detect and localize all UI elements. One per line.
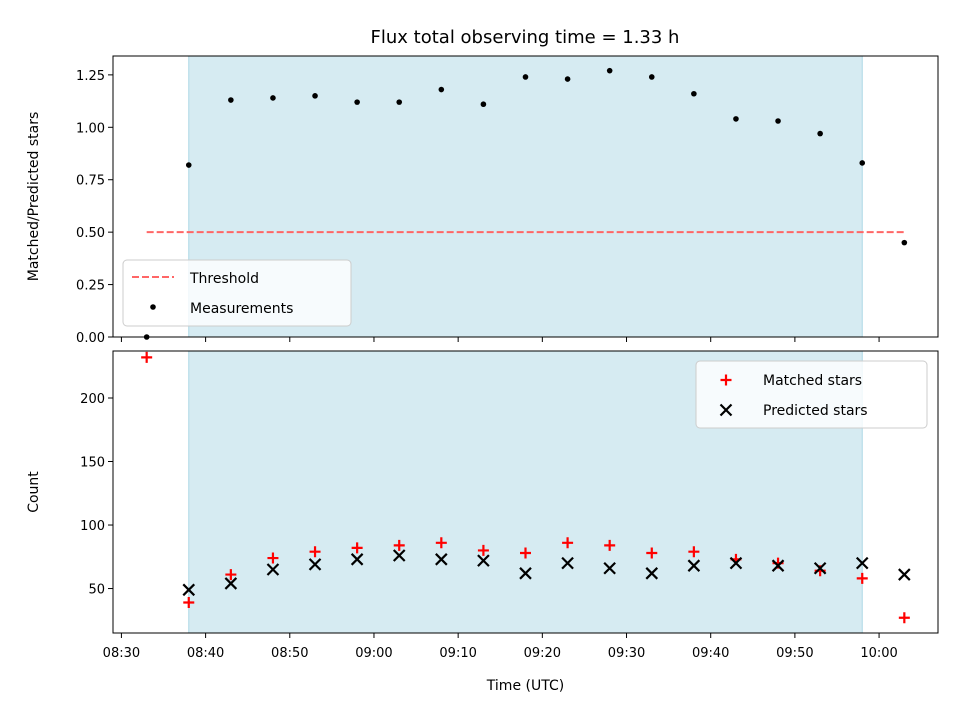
- data-point: [438, 86, 445, 93]
- y-tick-label: 0.25: [76, 279, 105, 294]
- x-marker: [645, 567, 659, 580]
- plus-marker: [856, 572, 868, 584]
- x-marker: [603, 561, 616, 575]
- x-tick-label: 08:40: [187, 646, 224, 661]
- x-marker: [898, 568, 911, 581]
- data-point: [522, 74, 529, 80]
- data-point: [733, 116, 739, 122]
- data-point: [775, 118, 781, 124]
- plus-marker: [477, 544, 489, 556]
- chart-title: Flux total observing time = 1.33 h: [371, 27, 680, 48]
- y-tick-label: 200: [80, 392, 105, 407]
- x-tick-label: 09:00: [355, 646, 392, 661]
- y-tick-label: 1.00: [76, 121, 105, 136]
- y-axis-label: Count: [26, 471, 42, 513]
- plus-marker: [183, 597, 195, 609]
- legend-measurements-swatch: [150, 304, 156, 310]
- legend-predicted-swatch: [719, 403, 733, 417]
- y-tick-label: 0.00: [76, 331, 105, 346]
- plus-marker: [688, 546, 700, 558]
- x-marker: [561, 556, 574, 570]
- x-axis-label: Time (UTC): [486, 678, 564, 694]
- data-point: [312, 93, 318, 99]
- plus-marker: [562, 537, 574, 549]
- legend-top: Threshold Measurements: [122, 259, 352, 327]
- data-point: [185, 162, 192, 168]
- data-point: [648, 74, 655, 80]
- series-matched-stars: [141, 351, 910, 624]
- x-marker: [182, 583, 196, 597]
- plus-marker: [351, 542, 363, 554]
- plus-marker: [267, 552, 279, 564]
- data-point: [564, 76, 571, 82]
- plus-marker: [898, 612, 910, 624]
- x-marker: [813, 561, 827, 575]
- y-tick-label: 0.75: [76, 174, 105, 189]
- data-point: [817, 130, 823, 137]
- x-tick-label: 09:40: [692, 646, 729, 661]
- plus-marker: [393, 539, 405, 551]
- plus-marker: [646, 547, 658, 559]
- plus-marker: [225, 569, 237, 581]
- x-tick-label: 09:10: [439, 646, 476, 661]
- x-marker: [435, 553, 448, 566]
- plot-frame: [112, 55, 939, 338]
- x-tick-label: 09:30: [608, 646, 645, 661]
- y-tick-label: 0.50: [76, 226, 105, 241]
- series-predicted-stars: [182, 549, 911, 597]
- x-marker: [855, 556, 869, 570]
- x-tick-label: 08:50: [271, 646, 308, 661]
- y-axis-label: Matched/Predicted stars: [26, 112, 42, 282]
- data-point: [228, 97, 234, 103]
- data-point: [901, 239, 908, 246]
- data-point: [859, 160, 866, 166]
- x-tick-label: 09:50: [776, 646, 813, 661]
- data-point: [354, 99, 360, 105]
- x-marker: [224, 577, 238, 590]
- legend-matched-label: Matched stars: [763, 373, 862, 389]
- legend-threshold-label: Threshold: [189, 271, 259, 287]
- x-marker: [266, 563, 280, 576]
- plot-frame: [112, 350, 939, 634]
- data-point: [480, 101, 487, 108]
- plus-marker: [520, 547, 531, 559]
- legend-predicted-label: Predicted stars: [763, 403, 868, 419]
- x-marker: [477, 554, 490, 567]
- plus-marker: [604, 539, 616, 551]
- legend-measurements-label: Measurements: [190, 301, 293, 317]
- x-tick-label: 09:20: [524, 646, 561, 661]
- y-tick-label: 50: [88, 583, 105, 598]
- data-point: [691, 90, 697, 97]
- plus-marker: [141, 351, 153, 363]
- data-point: [606, 67, 613, 74]
- legend-box: [695, 360, 928, 429]
- top-plot: 0.00 0.25 0.50 0.75 1.00 1.25 Matched/Predicte…: [26, 55, 939, 346]
- legend-matched-swatch: [720, 374, 732, 386]
- data-point: [270, 95, 276, 101]
- x-marker: [308, 558, 322, 571]
- plus-marker: [309, 546, 321, 558]
- x-marker: [771, 559, 785, 572]
- legend-box: [122, 259, 352, 327]
- x-marker: [519, 567, 532, 580]
- legend-bottom: Matched stars Predicted stars: [695, 360, 928, 429]
- x-marker: [350, 553, 364, 566]
- y-tick-label: 1.25: [76, 69, 105, 84]
- y-tick-label: 100: [80, 519, 105, 534]
- x-tick-label: 10:00: [860, 646, 897, 661]
- plus-marker: [435, 537, 447, 549]
- y-tick-label: 150: [80, 456, 105, 471]
- x-tick-label: 08:30: [103, 646, 140, 661]
- data-point: [396, 99, 403, 105]
- x-marker: [729, 556, 743, 570]
- bottom-plot: 50 100 150 200 08:30 08:40 08:50 09:00 09:10 09:2…: [26, 350, 939, 694]
- x-marker: [687, 559, 701, 572]
- x-marker: [392, 549, 406, 562]
